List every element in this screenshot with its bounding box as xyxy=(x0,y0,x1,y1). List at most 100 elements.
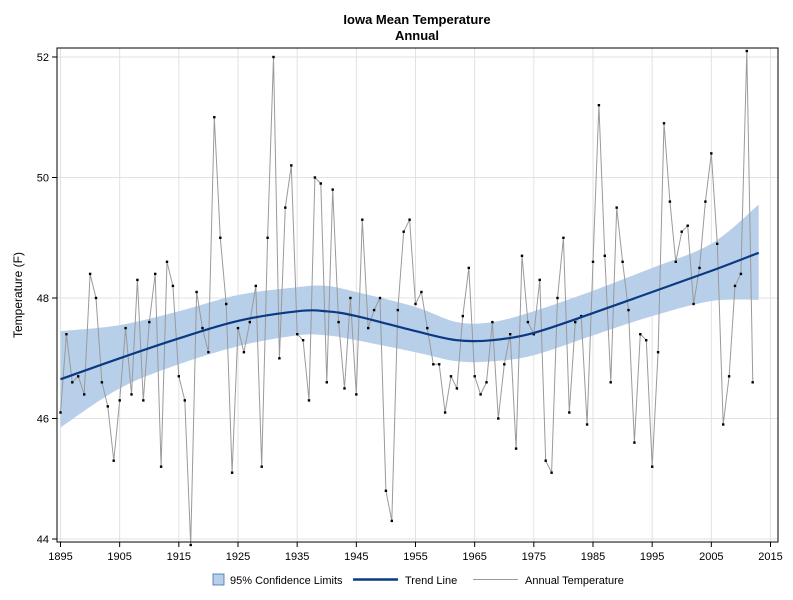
annual-point-1953 xyxy=(402,230,405,233)
annual-point-1963 xyxy=(461,314,464,318)
annual-point-1991 xyxy=(627,308,630,312)
annual-point-1934 xyxy=(290,164,293,167)
annual-point-1990 xyxy=(621,260,624,263)
annual-point-1969 xyxy=(497,417,500,420)
annual-point-2000 xyxy=(680,230,683,233)
annual-point-1972 xyxy=(514,447,518,450)
annual-point-1932 xyxy=(278,357,281,360)
annual-point-1964 xyxy=(467,266,470,270)
y-axis-label: Temperature (F) xyxy=(11,252,25,338)
annual-point-2010 xyxy=(739,272,743,276)
annual-point-1939 xyxy=(319,182,322,185)
annual-point-2011 xyxy=(745,49,748,53)
annual-point-2004 xyxy=(704,200,707,203)
legend-annual-label: Annual Temperature xyxy=(525,575,624,587)
annual-point-2005 xyxy=(710,152,713,155)
annual-point-1907 xyxy=(130,393,133,396)
chart-title: Iowa Mean Temperature xyxy=(343,12,490,27)
annual-point-1904 xyxy=(112,459,115,462)
annual-point-1944 xyxy=(349,296,352,300)
annual-point-1923 xyxy=(225,302,228,306)
y-tick-label-52: 52 xyxy=(37,52,49,64)
annual-point-1957 xyxy=(426,326,429,330)
annual-point-1896 xyxy=(65,333,68,336)
annual-point-1994 xyxy=(645,339,648,342)
plot-frame xyxy=(56,47,779,543)
y-axis: 44 46 48 50 52 xyxy=(37,52,57,546)
x-tick-label-1975: 1975 xyxy=(522,551,546,563)
annual-point-1984 xyxy=(585,423,589,426)
annual-point-1929 xyxy=(260,465,263,468)
annual-point-1971 xyxy=(509,333,512,336)
annual-point-1951 xyxy=(390,519,393,523)
annual-point-1998 xyxy=(668,200,672,203)
annual-point-2002 xyxy=(692,302,695,306)
annual-point-1981 xyxy=(568,411,571,414)
annual-point-1931 xyxy=(272,55,275,59)
annual-point-1961 xyxy=(449,375,453,378)
annual-point-1942 xyxy=(337,320,340,324)
annual-point-1938 xyxy=(313,176,317,179)
x-tick-label-1895: 1895 xyxy=(48,551,72,563)
x-tick-label-1985: 1985 xyxy=(581,551,605,563)
annual-point-1966 xyxy=(479,393,482,396)
annual-point-1993 xyxy=(639,333,642,336)
annual-point-1924 xyxy=(230,471,234,474)
annual-point-1973 xyxy=(520,254,524,257)
annual-point-1899 xyxy=(83,393,86,396)
annual-point-1895 xyxy=(59,411,62,414)
legend-band-label: 95% Confidence Limits xyxy=(230,575,343,587)
annual-point-1940 xyxy=(325,381,328,384)
annual-point-1911 xyxy=(154,272,157,276)
confidence-band xyxy=(60,204,759,428)
x-tick-label-1925: 1925 xyxy=(226,551,250,563)
annual-point-1965 xyxy=(473,375,476,378)
annual-point-1937 xyxy=(307,399,311,402)
annual-point-1955 xyxy=(414,302,417,306)
annual-point-1908 xyxy=(136,278,139,282)
annual-point-1947 xyxy=(367,326,370,330)
annual-point-1970 xyxy=(503,363,506,366)
confidence-band-layer xyxy=(60,204,759,428)
x-tick-label-2015: 2015 xyxy=(758,551,782,563)
annual-point-1954 xyxy=(408,218,411,221)
annual-point-1898 xyxy=(77,375,80,378)
annual-point-1988 xyxy=(609,381,612,384)
annual-point-1943 xyxy=(343,387,346,390)
annual-point-1999 xyxy=(674,260,677,263)
annual-point-1941 xyxy=(331,188,334,191)
annual-point-1901 xyxy=(94,296,98,300)
x-tick-label-1995: 1995 xyxy=(640,551,664,563)
annual-point-1921 xyxy=(213,116,216,119)
annual-point-1948 xyxy=(372,308,376,312)
annual-point-1927 xyxy=(248,320,251,324)
annual-point-1989 xyxy=(615,206,618,209)
x-tick-label-1935: 1935 xyxy=(285,551,309,563)
annual-point-1952 xyxy=(396,308,399,312)
annual-point-1960 xyxy=(443,411,447,414)
annual-point-1967 xyxy=(485,381,488,384)
annual-point-1925 xyxy=(236,326,240,330)
annual-point-1945 xyxy=(355,393,358,396)
annual-point-1903 xyxy=(106,405,109,408)
annual-temperature-line xyxy=(60,50,754,546)
x-tick-label-1955: 1955 xyxy=(403,551,427,563)
annual-point-1995 xyxy=(651,465,654,468)
x-tick-label-1965: 1965 xyxy=(462,551,486,563)
annual-point-1926 xyxy=(242,351,246,354)
annual-point-1906 xyxy=(124,326,127,330)
annual-point-2007 xyxy=(722,423,725,426)
annual-point-1959 xyxy=(438,363,441,366)
annual-point-1902 xyxy=(100,381,104,384)
chart-subtitle: Annual xyxy=(395,28,439,43)
annual-point-1977 xyxy=(544,459,547,462)
annual-point-1949 xyxy=(378,296,382,300)
trend-line-layer xyxy=(60,251,760,381)
annual-point-1975 xyxy=(532,333,535,336)
annual-point-1916 xyxy=(183,399,186,402)
x-tick-label-1945: 1945 xyxy=(344,551,368,563)
annual-point-1910 xyxy=(148,320,151,324)
annual-point-1936 xyxy=(301,339,305,342)
annual-point-1919 xyxy=(201,326,204,330)
